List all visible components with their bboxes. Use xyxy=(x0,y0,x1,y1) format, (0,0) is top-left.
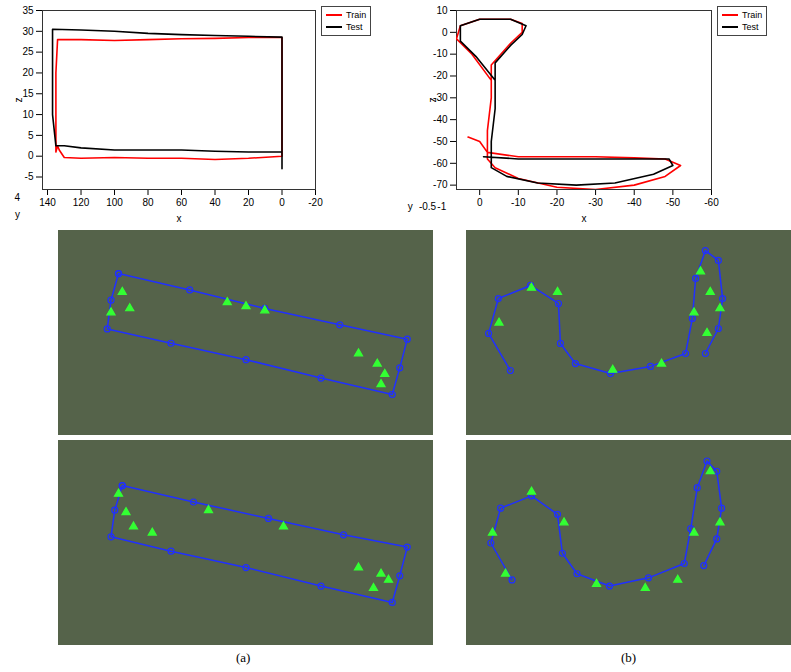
svg-text:x: x xyxy=(177,213,182,224)
svg-text:-40: -40 xyxy=(433,114,448,125)
svg-text:-1: -1 xyxy=(437,201,446,212)
svg-text:x: x xyxy=(582,213,587,224)
html-text:Train: Train xyxy=(346,10,367,20)
svg-text:80: 80 xyxy=(142,197,154,208)
svg-text:-10: -10 xyxy=(433,48,448,59)
svg-text:-70: -70 xyxy=(433,179,448,190)
svg-text:y: y xyxy=(408,201,413,212)
svg-text:0: 0 xyxy=(477,197,483,208)
html-text:Test: Test xyxy=(346,22,363,32)
html-text:(a): (a) xyxy=(236,650,251,665)
svg-text:30: 30 xyxy=(22,26,34,37)
svg-text:140: 140 xyxy=(39,197,56,208)
svg-text:4: 4 xyxy=(15,192,21,203)
svg-text:120: 120 xyxy=(73,197,90,208)
svg-text:5: 5 xyxy=(28,130,34,141)
html-text:Test: Test xyxy=(742,22,759,32)
svg-text:-40: -40 xyxy=(627,197,642,208)
svg-text:0: 0 xyxy=(442,27,448,38)
svg-text:-30: -30 xyxy=(433,92,448,103)
svg-text:-50: -50 xyxy=(666,197,681,208)
svg-text:25: 25 xyxy=(22,46,34,57)
svg-text:15: 15 xyxy=(22,88,34,99)
svg-text:60: 60 xyxy=(176,197,188,208)
svg-text:-20: -20 xyxy=(308,197,323,208)
svg-text:-20: -20 xyxy=(550,197,565,208)
svg-text:100: 100 xyxy=(106,197,123,208)
svg-text:z: z xyxy=(427,98,438,103)
svg-text:10: 10 xyxy=(22,109,34,120)
svg-text:-50: -50 xyxy=(433,136,448,147)
svg-text:0: 0 xyxy=(28,150,34,161)
svg-text:10: 10 xyxy=(436,5,448,16)
svg-text:-5: -5 xyxy=(25,171,34,182)
html-text:Train: Train xyxy=(742,10,763,20)
svg-text:-60: -60 xyxy=(433,158,448,169)
svg-text:0: 0 xyxy=(279,197,285,208)
svg-text:z: z xyxy=(13,98,24,103)
svg-text:20: 20 xyxy=(243,197,255,208)
svg-text:-30: -30 xyxy=(588,197,603,208)
svg-text:-0.5: -0.5 xyxy=(419,201,437,212)
html-text:(b): (b) xyxy=(621,650,637,665)
svg-text:y: y xyxy=(15,209,20,220)
svg-text:35: 35 xyxy=(22,5,34,16)
svg-text:20: 20 xyxy=(22,67,34,78)
svg-text:-60: -60 xyxy=(704,197,719,208)
svg-text:-10: -10 xyxy=(511,197,526,208)
svg-text:-20: -20 xyxy=(433,70,448,81)
svg-text:40: 40 xyxy=(209,197,221,208)
